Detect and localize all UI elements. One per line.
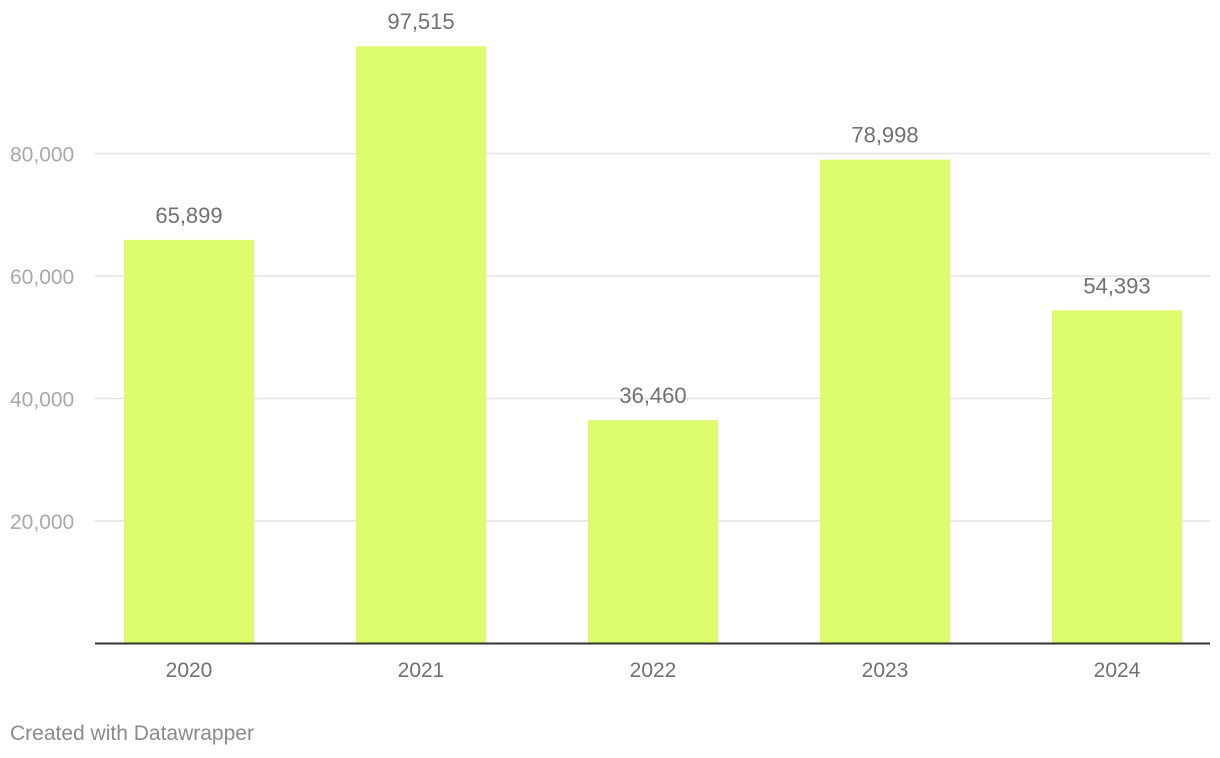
x-tick-label: 2021 bbox=[398, 659, 445, 682]
x-tick-label: 2024 bbox=[1094, 659, 1141, 682]
bar bbox=[820, 159, 950, 644]
y-tick-label: 20,000 bbox=[10, 511, 74, 534]
bar-value-label: 65,899 bbox=[155, 203, 222, 228]
x-tick-label: 2020 bbox=[166, 659, 213, 682]
x-tick-label: 2022 bbox=[630, 659, 677, 682]
x-tick-label: 2023 bbox=[862, 659, 909, 682]
bar-value-label: 54,393 bbox=[1083, 273, 1150, 298]
bar bbox=[356, 46, 486, 644]
footer-credit: Created with Datawrapper bbox=[10, 722, 254, 745]
bar bbox=[588, 420, 718, 644]
y-tick-label: 60,000 bbox=[10, 266, 74, 289]
bar-value-label: 78,998 bbox=[851, 123, 918, 148]
value-labels: 65,899 97,515 36,460 78,998 54,393 bbox=[155, 9, 1150, 408]
y-tick-label: 80,000 bbox=[10, 144, 74, 167]
bars bbox=[124, 46, 1182, 644]
bar-value-label: 36,460 bbox=[619, 383, 686, 408]
y-tick-label: 40,000 bbox=[10, 389, 74, 412]
bar bbox=[124, 239, 254, 644]
axes: 20,000 40,000 60,000 80,000 2020 2021 2022 2023… bbox=[10, 144, 1210, 682]
bar-value-label: 97,515 bbox=[387, 9, 454, 34]
bar bbox=[1052, 310, 1182, 644]
